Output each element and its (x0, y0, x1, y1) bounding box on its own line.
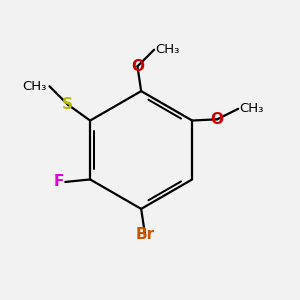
Text: O: O (131, 59, 144, 74)
Text: Br: Br (136, 227, 154, 242)
Text: CH₃: CH₃ (156, 43, 180, 56)
Text: F: F (53, 174, 64, 189)
Text: S: S (62, 97, 73, 112)
Text: CH₃: CH₃ (240, 102, 264, 115)
Text: O: O (211, 112, 224, 127)
Text: CH₃: CH₃ (23, 80, 47, 93)
